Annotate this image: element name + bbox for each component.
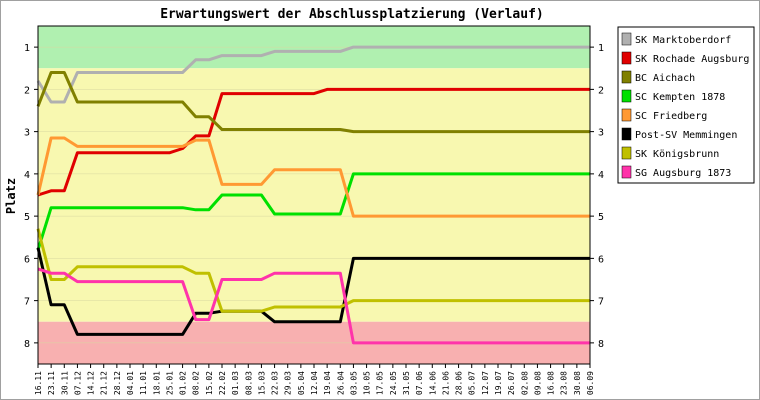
x-tick-label: 14.06 — [428, 371, 437, 395]
x-tick-label: 18.01 — [152, 371, 161, 395]
x-axis-ticks: 16.11 23.11 30.11 07.12 14.12 21.12 28.12 04.01… — [34, 364, 595, 395]
x-tick-label: 23.08 — [560, 371, 569, 395]
y-tick-label: 1 — [24, 43, 30, 54]
x-tick-label: 12.07 — [481, 371, 490, 395]
y-tick-label: 3 — [24, 128, 30, 139]
x-tick-label: 07.12 — [73, 371, 82, 395]
x-tick-label: 08.02 — [192, 371, 201, 395]
legend-label: SK Rochade Augsburg — [635, 54, 749, 65]
legend-swatch — [621, 108, 632, 122]
legend-box — [617, 26, 755, 184]
series-line-sc-kempten-1878 — [36, 172, 590, 251]
x-tick-label: 10.05 — [363, 371, 372, 395]
x-tick-label: 05.07 — [468, 371, 477, 395]
legend-label: BC Aichach — [635, 73, 695, 84]
y-tick-label: 7 — [24, 297, 30, 308]
y-axis-left-ticks: 1 2 3 4 5 6 7 8 — [24, 43, 38, 350]
legend-label: SK Marktoberdorf — [635, 35, 731, 46]
y-tick-label-right: 1 — [598, 43, 604, 54]
x-tick-label: 04.01 — [126, 371, 135, 395]
legend-swatch — [621, 127, 632, 141]
x-tick-label: 02.08 — [520, 371, 529, 395]
legend-label: SG Augsburg 1873 — [635, 168, 731, 179]
x-tick-label: 15.03 — [257, 371, 266, 395]
x-tick-label: 22.03 — [271, 371, 280, 395]
y-axis-label: Platz — [4, 178, 18, 214]
x-tick-label: 01.02 — [179, 371, 188, 395]
legend-label: SC Friedberg — [635, 111, 707, 122]
x-tick-label: 23.11 — [47, 371, 56, 395]
x-tick-label: 19.04 — [323, 371, 332, 395]
series-line-bc-aichach — [36, 71, 590, 134]
series-line-sk-k-nigsbrunn — [36, 228, 590, 313]
legend-swatch — [621, 51, 632, 65]
x-tick-label: 28.12 — [113, 371, 122, 395]
plot-background-bands — [38, 26, 590, 364]
x-tick-label: 30.11 — [60, 371, 69, 395]
x-tick-label: 07.06 — [415, 371, 424, 395]
x-tick-label: 11.01 — [139, 371, 148, 395]
series-line-post-sv-memmingen — [36, 247, 590, 336]
x-tick-label: 29.03 — [284, 371, 293, 395]
x-tick-label: 09.08 — [533, 371, 542, 395]
series-line-sk-marktoberdorf — [36, 45, 590, 104]
x-tick-label: 22.02 — [218, 371, 227, 395]
y-tick-label: 6 — [24, 254, 30, 265]
legend: SK Marktoberdorf SK Rochade Augsburg BC Ai… — [617, 26, 755, 184]
legend-swatch — [621, 89, 632, 103]
legend-label: SC Kempten 1878 — [635, 92, 725, 103]
x-tick-label: 25.01 — [165, 371, 174, 395]
y-tick-label: 8 — [24, 339, 30, 350]
x-tick-label: 15.02 — [205, 371, 214, 395]
legend-label: Post-SV Memmingen — [635, 130, 737, 141]
x-tick-label: 17.05 — [376, 371, 385, 395]
y-tick-label: 2 — [24, 85, 30, 96]
legend-swatch — [621, 70, 632, 84]
x-tick-label: 21.06 — [441, 371, 450, 395]
chart-title: Erwartungswert der Abschlussplatzierung … — [160, 7, 544, 22]
y-tick-label-right: 7 — [598, 297, 604, 308]
x-tick-label: 24.05 — [389, 371, 398, 395]
y-tick-label-right: 4 — [598, 170, 604, 181]
y-tick-label-right: 5 — [598, 212, 604, 223]
series-line-sc-friedberg — [36, 136, 590, 218]
x-tick-label: 26.07 — [507, 371, 516, 395]
legend-swatch — [621, 165, 632, 179]
x-tick-label: 26.04 — [336, 371, 345, 395]
x-tick-label: 16.11 — [34, 371, 43, 395]
legend-label: SK Königsbrunn — [635, 149, 719, 160]
x-tick-label: 01.03 — [231, 371, 240, 395]
x-tick-label: 31.05 — [402, 371, 411, 395]
x-tick-label: 03.05 — [349, 371, 358, 395]
x-tick-label: 19.07 — [494, 371, 503, 395]
x-tick-label: 28.06 — [455, 371, 464, 395]
x-tick-label: 08.03 — [244, 371, 253, 395]
x-tick-label: 21.12 — [100, 371, 109, 395]
series-line-sk-rochade-augsburg — [37, 87, 590, 197]
legend-swatch — [621, 32, 632, 46]
x-tick-label: 16.08 — [547, 371, 556, 395]
y-tick-label-right: 3 — [598, 128, 604, 139]
y-axis-right-ticks: 1 2 3 4 5 6 7 8 — [590, 43, 604, 350]
x-tick-label: 06.09 — [586, 371, 595, 395]
x-tick-label: 05.04 — [297, 371, 306, 395]
y-tick-label-right: 6 — [598, 254, 604, 265]
legend-swatch — [621, 146, 632, 160]
series-line-sg-augsburg-1873 — [37, 267, 590, 345]
y-tick-label-right: 2 — [598, 85, 604, 96]
x-tick-label: 30.08 — [573, 371, 582, 395]
band-middle — [38, 68, 590, 322]
series-lines — [36, 45, 590, 345]
x-tick-label: 14.12 — [87, 371, 96, 395]
y-tick-label: 5 — [24, 212, 30, 223]
x-tick-label: 12.04 — [310, 371, 319, 395]
y-tick-label-right: 8 — [598, 339, 604, 350]
y-tick-label: 4 — [24, 170, 30, 181]
